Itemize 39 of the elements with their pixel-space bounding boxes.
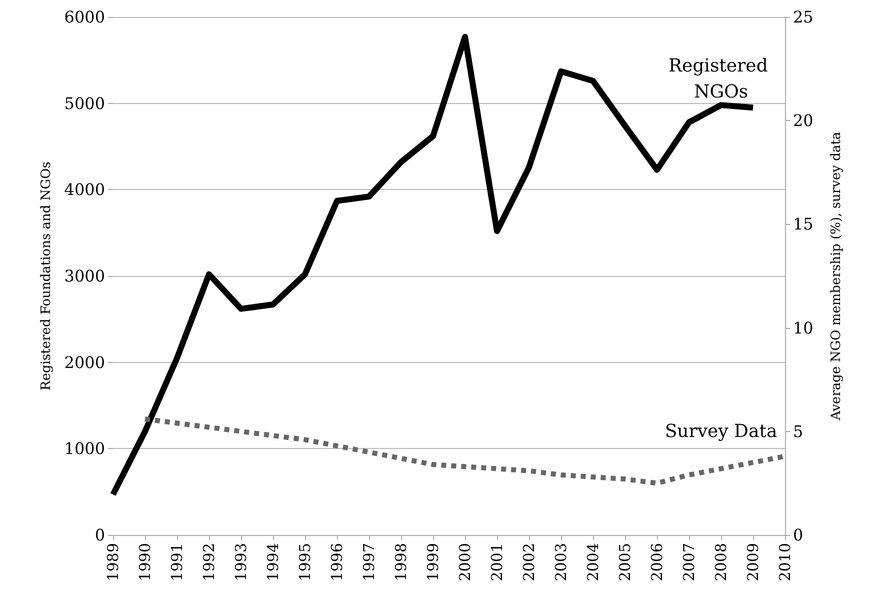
x-tick-label: 1992 — [200, 543, 218, 582]
x-tick-label: 2008 — [712, 543, 730, 582]
y2-axis-title: Average NGO membership (%), survey data — [829, 132, 844, 422]
x-tick-label: 2010 — [776, 543, 794, 582]
x-tick-label: 2001 — [488, 543, 506, 582]
x-tick-label: 1995 — [296, 543, 314, 582]
y-tick-label: 0 — [94, 526, 105, 544]
y-tick-label: 3000 — [64, 266, 105, 286]
y2-tick-label: 10 — [793, 318, 814, 338]
x-tick-label: 1994 — [264, 543, 282, 582]
x-tick-label: 2002 — [520, 543, 538, 582]
x-tick-label: 2004 — [584, 543, 602, 582]
y-tick-label: 1000 — [64, 439, 105, 458]
y-axis-title: Registered Foundations and NGOs — [39, 162, 54, 390]
y-tick-label: 4000 — [64, 180, 105, 200]
x-tick-label: 1998 — [392, 543, 410, 582]
x-tick-label: 1997 — [360, 543, 378, 582]
y-tick-label: 2000 — [64, 352, 105, 372]
y-tick-label: 5000 — [64, 94, 105, 113]
x-tick-label: 2007 — [680, 543, 698, 582]
y2-tick-label: 15 — [793, 214, 814, 234]
series-label: Survey Data — [664, 420, 778, 442]
y2-tick-label: 25 — [793, 8, 814, 26]
x-tick-label: 2005 — [616, 543, 634, 582]
x-tick-label: 2009 — [744, 543, 762, 582]
x-tick-label: 1993 — [232, 543, 250, 582]
x-tick-label: 2003 — [552, 543, 570, 582]
x-tick-label: 1999 — [424, 543, 442, 582]
x-tick-label: 1996 — [328, 543, 346, 582]
y2-tick-label: 20 — [793, 111, 814, 130]
x-tick-label: 2006 — [648, 543, 666, 582]
y-tick-label: 6000 — [64, 8, 105, 26]
x-tick-label: 1989 — [104, 543, 122, 582]
series-label: Registered NGOs — [668, 56, 774, 103]
y2-tick-label: 0 — [793, 526, 804, 544]
x-tick-label: 1991 — [168, 543, 186, 582]
y2-tick-label: 5 — [793, 422, 804, 441]
x-tick-label: 2000 — [456, 543, 474, 582]
x-tick-label: 1990 — [136, 543, 154, 582]
